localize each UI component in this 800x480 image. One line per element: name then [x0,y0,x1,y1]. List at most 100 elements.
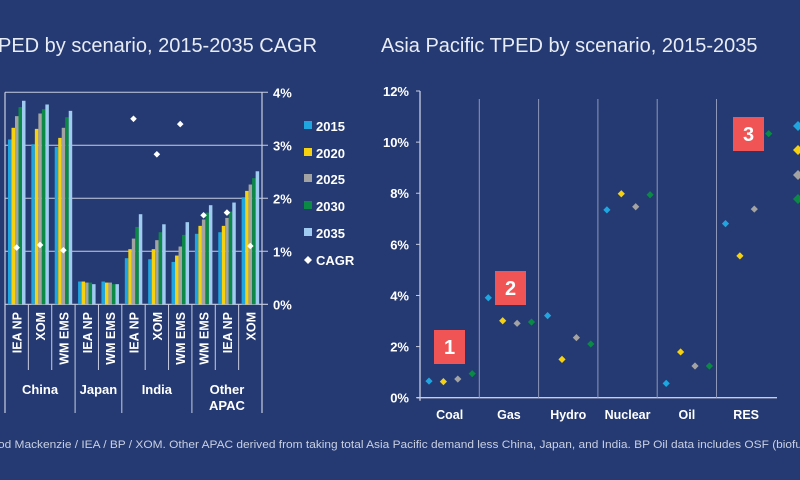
data-point [454,375,462,383]
cagr-marker [60,246,67,254]
bar-2025 [61,127,66,305]
data-point [425,377,433,385]
bar-2035 [92,284,96,305]
data-point [705,362,713,370]
y-tick-label: 12% [383,84,409,99]
category-label: Coal [436,408,463,422]
bar-2030 [18,107,22,305]
y2-tick-label: 3% [273,138,292,153]
legend-label: 2025 [316,172,345,187]
bar-2020 [58,137,62,305]
bar-2035 [22,100,26,305]
bar-2035 [45,104,49,305]
bar-2035 [68,110,73,305]
bar-2025 [201,219,206,305]
y2-tick-label: 0% [273,297,292,312]
bar-2020 [175,255,179,305]
cagr-marker [153,151,161,158]
scenario-label: WM EMS [174,312,188,365]
data-point [558,355,566,363]
bar-2025 [131,238,136,305]
y2-tick-label: 2% [273,191,292,206]
legend-swatch-2025 [304,174,312,182]
callout-number: 1 [444,337,455,359]
callout-box-3 [733,117,764,151]
data-point [736,252,744,260]
callout-box-1 [434,330,465,364]
bar-2015 [241,197,246,305]
data-point [750,205,758,213]
group-label: Other APAC [209,382,245,413]
data-point [439,377,447,386]
y2-tick-label: 4% [273,85,292,100]
scenario-label: XOM [244,312,258,340]
group-label: China [22,382,59,397]
bar-2030 [111,284,116,305]
bar-2015 [194,233,199,305]
cagr-marker [130,115,137,123]
data-point [646,191,654,199]
bar-2030 [41,109,46,305]
category-label: Nuclear [605,408,651,422]
bar-2030 [205,212,209,305]
bar-2020 [221,225,226,305]
bar-2025 [38,113,42,305]
legend-label: 2035 [316,226,345,241]
bar-2035 [208,205,213,305]
data-point [572,334,580,342]
bar-2035 [185,222,190,305]
data-point [677,348,685,356]
bar-2025 [178,246,183,305]
data-point [499,317,507,325]
bar-2025 [225,217,229,305]
legend-swatch-2035 [304,228,312,236]
right-scatter-chart: 0% 2% 4% 6% 8% 10% 12% Coal Gas Hydro Nuclear Oil RE… [383,84,800,422]
bar-2030 [65,117,69,305]
y-tick-label: 8% [390,186,409,201]
data-point [513,319,521,327]
callout-box-2 [495,271,526,305]
bar-2020 [245,190,249,305]
bar-2030 [158,232,163,305]
right-chart-title: Asia Pacific TPED by scenario, 2015-2035 [381,35,758,57]
group-label: India [142,382,173,397]
bar-2015 [218,232,222,305]
scenario-label: IEA NP [221,312,235,353]
bar-2035 [138,214,143,305]
bar-2020 [81,281,86,305]
category-label: Hydro [550,408,586,422]
bar-2035 [255,171,260,305]
legend-diamond-icon [793,121,800,131]
data-point [603,206,611,214]
legend-swatch-2030 [304,201,312,209]
cagr-marker [247,242,254,250]
category-label: RES [733,408,759,422]
left-chart-title: PED by scenario, 2015-2035 CAGR [0,35,317,57]
legend-label: 2020 [316,146,345,161]
bar-2030 [135,226,139,305]
y-tick-label: 2% [390,340,409,355]
data-point [721,220,730,228]
bar-2015 [171,261,176,305]
y2-tick-label: 1% [273,244,292,259]
scenario-label: XOM [151,312,165,340]
legend-diamond-icon [304,256,312,264]
bar-2015 [54,146,59,305]
bar-2020 [104,282,109,305]
legend-diamond-icon [793,194,800,204]
scenario-label: WM EMS [104,312,118,365]
data-point [468,370,476,378]
legend-swatch-2015 [304,121,312,129]
bar-2020 [128,249,132,305]
left-bar-chart: 0% 1% 2% 3% 4% IEA NP XOM WM EMS IEA NP WM EMS IEA… [4,85,355,413]
legend-label: CAGR [316,253,355,268]
y-tick-label: 4% [390,288,409,303]
scenario-label: WM EMS [57,312,71,365]
bar-2015 [124,258,129,305]
bar-2020 [198,225,202,305]
bar-2015 [31,144,35,305]
bar-2015 [78,281,82,305]
y-tick-label: 6% [390,237,409,252]
bar-2025 [155,240,159,305]
legend-label: 2015 [316,119,345,134]
